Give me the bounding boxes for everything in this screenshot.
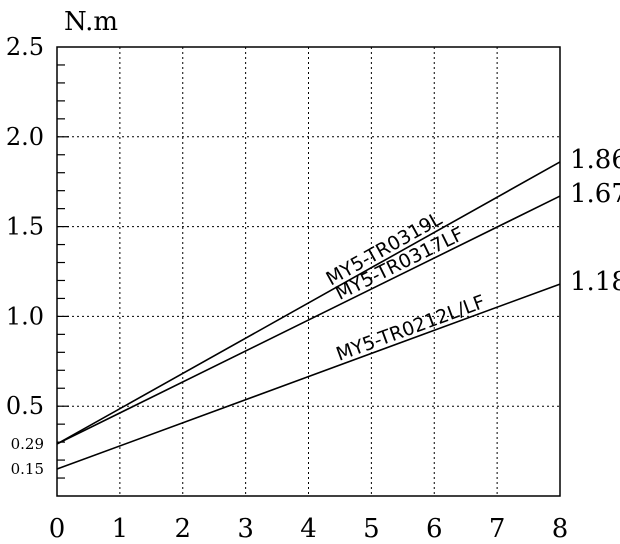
x-tick-label: 3 bbox=[237, 514, 254, 544]
plot-frame bbox=[56, 46, 561, 497]
x-tick-label: 5 bbox=[363, 514, 380, 544]
x-tick-label: 7 bbox=[489, 514, 506, 544]
x-tick-label: 1 bbox=[112, 514, 129, 544]
y-tick-label: 1.0 bbox=[6, 302, 44, 330]
series-lines bbox=[56, 161, 561, 470]
y-tick-label: 0.29 bbox=[11, 435, 44, 453]
x-tick-label: 2 bbox=[174, 514, 191, 544]
y-axis-unit-label: N.m bbox=[64, 7, 118, 37]
series-line bbox=[56, 195, 561, 445]
x-tick-label: 8 bbox=[552, 514, 569, 544]
x-tick-labels: 0 1 2 3 4 5 6 7 8 bbox=[49, 514, 569, 544]
y-tick-label: 2.5 bbox=[6, 33, 44, 61]
end-value-label: 1.18 bbox=[570, 267, 620, 297]
y-tick-label: 1.5 bbox=[6, 213, 44, 241]
y-tick-label: 0.15 bbox=[11, 460, 44, 478]
y-minor-ticks bbox=[57, 64, 69, 479]
end-value-label: 1.67 bbox=[570, 179, 620, 209]
grid bbox=[57, 47, 560, 496]
series-line bbox=[56, 161, 561, 445]
x-tick-label: 0 bbox=[49, 514, 66, 544]
series-name-label: MY5-TR0212L/LF bbox=[333, 291, 488, 366]
y-tick-label: 0.5 bbox=[6, 392, 44, 420]
end-value-label: 1.86 bbox=[570, 145, 620, 175]
series-line bbox=[56, 283, 561, 470]
y-tick-labels: 0.15 0.29 0.5 1.0 1.5 2.0 2.5 bbox=[6, 33, 44, 478]
x-tick-label: 4 bbox=[300, 514, 317, 544]
y-tick-label: 2.0 bbox=[6, 123, 44, 151]
x-tick-label: 6 bbox=[426, 514, 443, 544]
end-value-labels: 1.86 1.67 1.18 bbox=[570, 145, 620, 297]
